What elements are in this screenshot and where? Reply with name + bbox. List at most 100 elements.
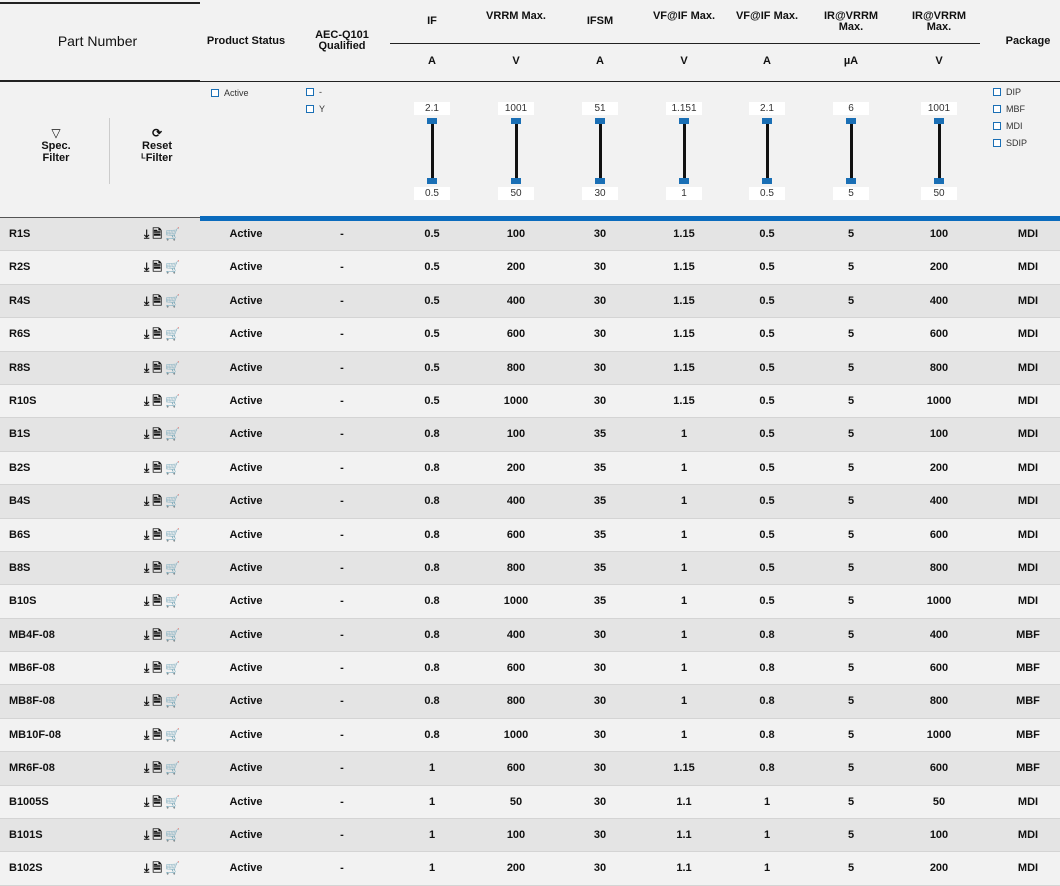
header-col-2[interactable]: IFSM xyxy=(586,15,614,27)
cart-icon[interactable]: 🛒 xyxy=(164,293,180,308)
cart-icon[interactable]: 🛒 xyxy=(164,727,180,742)
download-icon[interactable]: ⤓ xyxy=(144,560,150,575)
slider-min-input[interactable]: 50 xyxy=(498,187,534,200)
package-checkbox-mbf[interactable]: MBF xyxy=(993,100,1027,117)
cart-icon[interactable]: 🛒 xyxy=(164,527,180,542)
part-number-link[interactable]: B2S xyxy=(9,461,31,474)
header-col-1[interactable]: VRRM Max. xyxy=(486,10,546,22)
slider-min-handle[interactable] xyxy=(511,178,521,184)
datasheet-icon[interactable]: 🗎 xyxy=(152,393,162,408)
slider-max-input[interactable]: 1001 xyxy=(921,102,957,115)
slider-min-input[interactable]: 1 xyxy=(666,187,702,200)
download-icon[interactable]: ⤓ xyxy=(144,393,150,408)
package-checkbox-mdi[interactable]: MDI xyxy=(993,117,1027,134)
datasheet-icon[interactable]: 🗎 xyxy=(152,694,162,709)
slider-max-input[interactable]: 2.1 xyxy=(414,102,450,115)
cart-icon[interactable]: 🛒 xyxy=(164,327,180,342)
header-col-0[interactable]: IF xyxy=(427,15,437,27)
header-package[interactable]: Package xyxy=(1005,35,1051,47)
slider-max-input[interactable]: 51 xyxy=(582,102,618,115)
part-number-link[interactable]: B1S xyxy=(9,428,31,441)
slider-max-input[interactable]: 1.151 xyxy=(666,102,702,115)
slider-min-handle[interactable] xyxy=(595,178,605,184)
slider-min-input[interactable]: 30 xyxy=(582,187,618,200)
header-col-5[interactable]: IR@VRRM Max. xyxy=(823,10,879,33)
slider-min-input[interactable]: 5 xyxy=(833,187,869,200)
part-number-link[interactable]: B102S xyxy=(9,862,43,875)
slider-max-handle[interactable] xyxy=(679,118,689,124)
slider-max-handle[interactable] xyxy=(511,118,521,124)
download-icon[interactable]: ⤓ xyxy=(144,594,150,609)
download-icon[interactable]: ⤓ xyxy=(144,694,150,709)
cart-icon[interactable]: 🛒 xyxy=(164,260,180,275)
download-icon[interactable]: ⤓ xyxy=(144,661,150,676)
slider-min-input[interactable]: 0.5 xyxy=(414,187,450,200)
cart-icon[interactable]: 🛒 xyxy=(164,594,180,609)
download-icon[interactable]: ⤓ xyxy=(144,627,150,642)
part-number-link[interactable]: R10S xyxy=(9,394,37,407)
part-number-link[interactable]: MB8F-08 xyxy=(9,695,55,708)
cart-icon[interactable]: 🛒 xyxy=(164,427,180,442)
slider-min-handle[interactable] xyxy=(679,178,689,184)
download-icon[interactable]: ⤓ xyxy=(144,360,150,375)
aec-checkbox-dash[interactable]: - xyxy=(306,83,325,100)
part-number-link[interactable]: B10S xyxy=(9,595,37,608)
slider-min-input[interactable]: 50 xyxy=(921,187,957,200)
reset-filter-button[interactable]: ⟳ Reset ᴸFilter xyxy=(132,126,182,164)
cart-icon[interactable]: 🛒 xyxy=(164,360,180,375)
part-number-link[interactable]: R8S xyxy=(9,361,31,374)
download-icon[interactable]: ⤓ xyxy=(144,494,150,509)
part-number-link[interactable]: R2S xyxy=(9,261,31,274)
datasheet-icon[interactable]: 🗎 xyxy=(152,727,162,742)
slider-max-handle[interactable] xyxy=(595,118,605,124)
datasheet-icon[interactable]: 🗎 xyxy=(152,260,162,275)
datasheet-icon[interactable]: 🗎 xyxy=(152,627,162,642)
status-checkbox-active[interactable]: Active xyxy=(211,84,249,101)
slider-max-input[interactable]: 6 xyxy=(833,102,869,115)
download-icon[interactable]: ⤓ xyxy=(144,861,150,876)
header-col-3[interactable]: VF@IF Max. xyxy=(652,10,716,22)
datasheet-icon[interactable]: 🗎 xyxy=(152,494,162,509)
download-icon[interactable]: ⤓ xyxy=(144,327,150,342)
datasheet-icon[interactable]: 🗎 xyxy=(152,527,162,542)
cart-icon[interactable]: 🛒 xyxy=(164,861,180,876)
slider-max-input[interactable]: 1001 xyxy=(498,102,534,115)
download-icon[interactable]: ⤓ xyxy=(144,794,150,809)
datasheet-icon[interactable]: 🗎 xyxy=(152,661,162,676)
cart-icon[interactable]: 🛒 xyxy=(164,494,180,509)
aec-checkbox-y[interactable]: Y xyxy=(306,100,325,117)
cart-icon[interactable]: 🛒 xyxy=(164,761,180,776)
cart-icon[interactable]: 🛒 xyxy=(164,560,180,575)
cart-icon[interactable]: 🛒 xyxy=(164,661,180,676)
cart-icon[interactable]: 🛒 xyxy=(164,694,180,709)
slider-min-handle[interactable] xyxy=(846,178,856,184)
datasheet-icon[interactable]: 🗎 xyxy=(152,594,162,609)
cart-icon[interactable]: 🛒 xyxy=(164,627,180,642)
spec-filter-button[interactable]: ▽ Spec. Filter xyxy=(30,126,82,164)
cart-icon[interactable]: 🛒 xyxy=(164,828,180,843)
slider-min-handle[interactable] xyxy=(762,178,772,184)
download-icon[interactable]: ⤓ xyxy=(144,527,150,542)
download-icon[interactable]: ⤓ xyxy=(144,761,150,776)
part-number-link[interactable]: B8S xyxy=(9,561,31,574)
part-number-link[interactable]: MR6F-08 xyxy=(9,762,55,775)
datasheet-icon[interactable]: 🗎 xyxy=(152,427,162,442)
header-part-number[interactable]: Part Number xyxy=(57,33,138,49)
slider-max-handle[interactable] xyxy=(934,118,944,124)
part-number-link[interactable]: B6S xyxy=(9,528,31,541)
slider-min-handle[interactable] xyxy=(934,178,944,184)
download-icon[interactable]: ⤓ xyxy=(144,828,150,843)
slider-max-handle[interactable] xyxy=(846,118,856,124)
datasheet-icon[interactable]: 🗎 xyxy=(152,560,162,575)
slider-max-handle[interactable] xyxy=(762,118,772,124)
download-icon[interactable]: ⤓ xyxy=(144,427,150,442)
slider-max-handle[interactable] xyxy=(427,118,437,124)
package-checkbox-sdip[interactable]: SDIP xyxy=(993,134,1027,151)
datasheet-icon[interactable]: 🗎 xyxy=(152,828,162,843)
part-number-link[interactable]: MB4F-08 xyxy=(9,628,55,641)
datasheet-icon[interactable]: 🗎 xyxy=(152,861,162,876)
part-number-link[interactable]: R4S xyxy=(9,294,31,307)
part-number-link[interactable]: B1005S xyxy=(9,795,49,808)
header-product-status[interactable]: Product Status xyxy=(206,35,286,47)
package-checkbox-dip[interactable]: DIP xyxy=(993,83,1027,100)
